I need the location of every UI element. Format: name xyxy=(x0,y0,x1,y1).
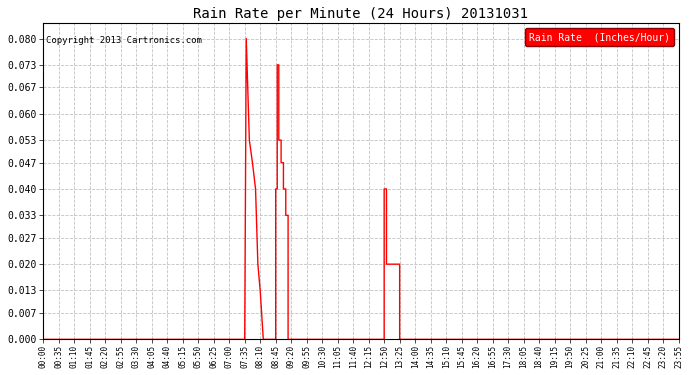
Title: Rain Rate per Minute (24 Hours) 20131031: Rain Rate per Minute (24 Hours) 20131031 xyxy=(193,7,529,21)
Text: Copyright 2013 Cartronics.com: Copyright 2013 Cartronics.com xyxy=(46,36,202,45)
Legend: Rain Rate  (Inches/Hour): Rain Rate (Inches/Hour) xyxy=(525,28,673,46)
